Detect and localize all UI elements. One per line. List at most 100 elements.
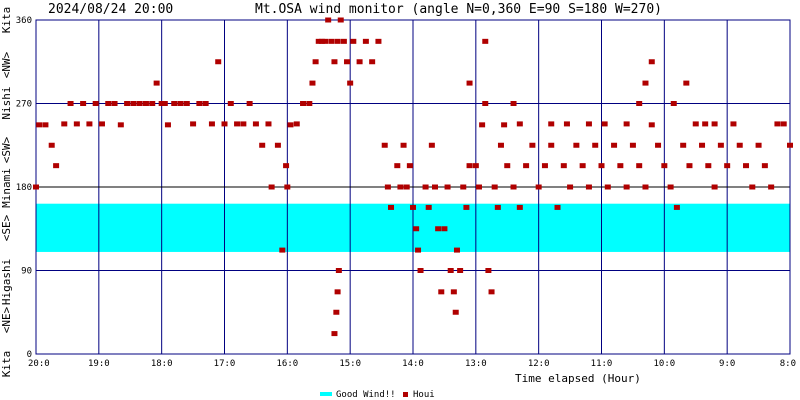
legend-houi-label: Houi [413,390,435,400]
houi-point [53,163,60,169]
houi-point [356,59,363,65]
houi-point [92,101,99,106]
houi-point [717,142,724,148]
houi-point [397,184,404,190]
y-tick-label: 90 [21,267,32,277]
houi-point [560,163,567,169]
houi-point [592,142,599,148]
houi-point [67,101,74,106]
houi-point [642,184,649,190]
x-tick-label: 10:0 [653,359,675,369]
houi-point [711,121,718,127]
houi-point [190,121,197,127]
y-tick-label: 0 [27,350,32,360]
y-tick-label: 360 [16,16,32,26]
houi-point [629,142,636,148]
houi-point [153,80,160,86]
houi-point [246,101,253,106]
houi-point [692,121,699,127]
houi-point [472,163,479,169]
houi-point [309,80,316,86]
houi-point [453,247,460,253]
houi-point [491,184,498,190]
direction-label: Minami [0,168,13,208]
houi-point [438,289,445,295]
houi-point [240,121,247,127]
x-tick-label: 12:0 [528,359,550,369]
houi-point [516,121,523,127]
direction-label: <SE> [0,214,13,241]
houi-point [158,101,165,106]
y-tick-labels: 0 90 180 270 360 [16,16,32,360]
houi-point [488,289,495,295]
houi-point [541,163,548,169]
houi-point [73,121,80,127]
x-tick-label: 8:0 [780,359,796,369]
houi-point [413,226,420,232]
timestamp-label: 2024/08/24 20:00 [48,2,173,17]
houi-point [417,268,424,273]
houi-point [585,184,592,190]
houi-point [743,163,750,169]
houi-point [111,101,118,106]
houi-point [98,121,105,127]
x-tick-label: 14:0 [402,359,424,369]
houi-point [300,101,307,106]
houi-point [482,38,489,44]
houi-point [585,121,592,127]
houi-point [475,184,482,190]
houi-point [523,163,530,169]
houi-point [749,184,756,190]
houi-point [117,122,124,128]
x-tick-label: 20:0 [28,359,50,369]
houi-point [375,38,382,44]
houi-point [463,204,470,210]
houi-point [315,38,322,44]
houi-point [136,101,143,106]
houi-point [636,101,643,106]
direction-labels: Kita <NE>Higashi <SE> Minami <SW> Nishi <NW> Ki… [0,7,13,378]
houi-point [425,204,432,210]
houi-point [318,38,325,44]
houi-point [548,142,555,148]
houi-point [142,101,149,106]
houi-point [604,184,611,190]
houi-point [350,38,357,44]
houi-point [485,268,492,273]
houi-point [686,163,693,169]
houi-point [623,121,630,127]
houi-point [428,142,435,148]
houi-point [274,142,281,148]
houi-point [215,59,222,65]
houi-point [284,184,291,190]
houi-point [768,184,775,190]
houi-point [36,122,43,128]
houi-point [42,122,49,128]
houi-point [124,101,131,106]
houi-point [331,331,338,337]
houi-point [265,121,272,127]
houi-point [340,38,347,44]
houi-point [579,163,586,169]
houi-point [774,121,781,127]
houi-point [673,204,680,210]
houi-point [573,142,580,148]
houi-point [504,163,511,169]
legend-good-wind-swatch [320,392,332,396]
houi-point [435,226,442,232]
direction-label: Nishi [0,86,13,119]
houi-point [105,101,112,106]
houi-point [312,59,319,65]
y-tick-label: 180 [16,183,32,193]
houi-point [761,163,768,169]
houi-point [466,163,473,169]
houi-point [450,289,457,295]
houi-point [422,184,429,190]
x-tick-labels: 20:0 19:0 18:0 17:0 16:0 15:0 14:0 13:0 12:0 11:0… [28,359,796,369]
houi-point [466,80,473,86]
houi-point [252,121,259,127]
houi-point [529,142,536,148]
houi-point [283,163,290,169]
houi-point [400,142,407,148]
houi-point [381,142,388,148]
